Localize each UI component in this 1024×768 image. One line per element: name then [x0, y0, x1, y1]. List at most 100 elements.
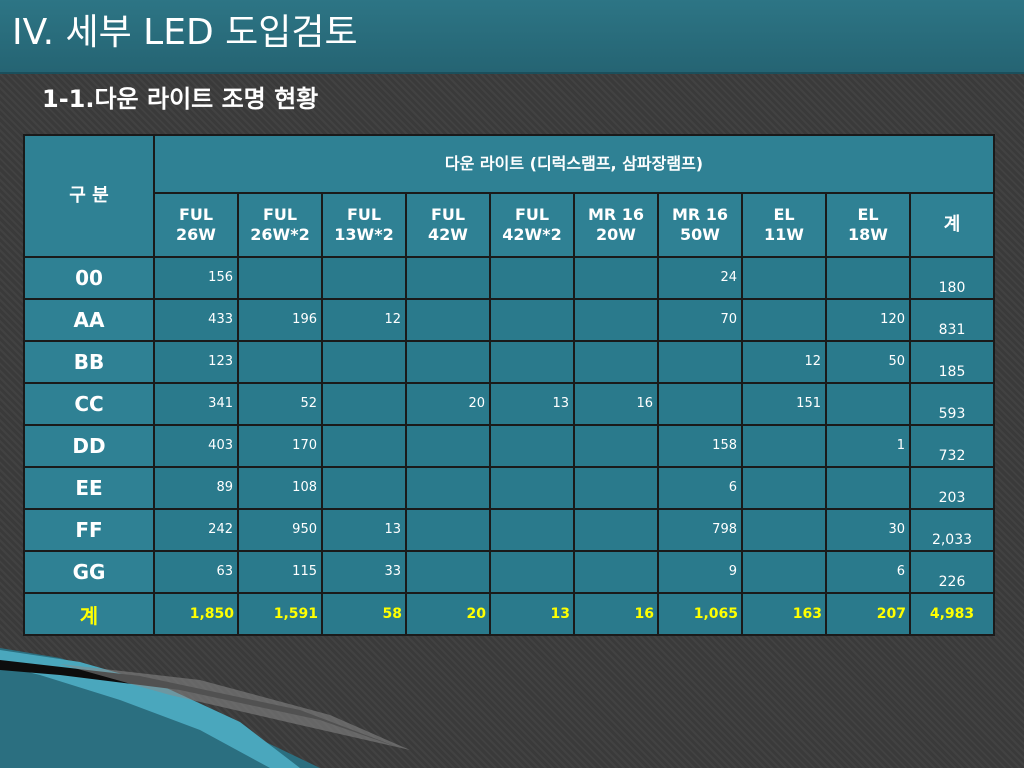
table-cell: [825, 382, 911, 426]
column-header: MR 16 50W: [657, 192, 743, 258]
column-header: FUL 26W*2: [237, 192, 323, 258]
table-cell: [741, 508, 827, 552]
table-cell: [741, 466, 827, 510]
table-cell: [489, 550, 575, 594]
table-cell: 89: [153, 466, 239, 510]
section-subtitle: 1-1.다운 라이트 조명 현황: [42, 85, 319, 113]
table-cell: [489, 466, 575, 510]
table-row: 00 156 24 180: [23, 256, 995, 300]
column-header: FUL 26W: [153, 192, 239, 258]
table-cell: 63: [153, 550, 239, 594]
table-cell: [573, 508, 659, 552]
table-cell: [489, 298, 575, 342]
table-cell: 33: [321, 550, 407, 594]
table-cell: 20: [405, 382, 491, 426]
row-label: GG: [23, 550, 155, 594]
row-label: 00: [23, 256, 155, 300]
table-cell: [489, 256, 575, 300]
column-header: MR 16 20W: [573, 192, 659, 258]
table-row: CC 341 52 20 13 16 151 593: [23, 382, 995, 426]
group-header: 다운 라이트 (디럭스램프, 삼파장램프): [153, 134, 995, 194]
table-row: GG 63 115 33 9 6 226: [23, 550, 995, 594]
slide-title: IV. 세부 LED 도입검토: [12, 12, 358, 53]
table-cell: [489, 508, 575, 552]
table-cell: 24: [657, 256, 743, 300]
table-cell: 341: [153, 382, 239, 426]
table-cell: 108: [237, 466, 323, 510]
table-cell: 9: [657, 550, 743, 594]
row-label: FF: [23, 508, 155, 552]
table-cell: 1: [825, 424, 911, 468]
row-label: AA: [23, 298, 155, 342]
table-cell: 115: [237, 550, 323, 594]
table-cell: 798: [657, 508, 743, 552]
table-cell: 403: [153, 424, 239, 468]
row-total: 593: [909, 382, 995, 426]
title-bar: IV. 세부 LED 도입검토: [0, 0, 1024, 74]
table-cell: 12: [321, 298, 407, 342]
table-cell: [321, 256, 407, 300]
table-cell: [321, 424, 407, 468]
sum-cell: 20: [405, 592, 491, 636]
table-cell: [573, 340, 659, 384]
table-cell: [657, 382, 743, 426]
table-cell: [825, 256, 911, 300]
column-header: FUL 13W*2: [321, 192, 407, 258]
row-label: BB: [23, 340, 155, 384]
table-cell: [321, 466, 407, 510]
table-cell: [405, 424, 491, 468]
table-cell: 156: [153, 256, 239, 300]
table-cell: [741, 550, 827, 594]
table-row: EE 89 108 6 203: [23, 466, 995, 510]
table-cell: 151: [741, 382, 827, 426]
table-cell: 433: [153, 298, 239, 342]
sum-cell: 1,065: [657, 592, 743, 636]
table-cell: 242: [153, 508, 239, 552]
table-cell: 6: [825, 550, 911, 594]
table-cell: [573, 466, 659, 510]
table-cell: [405, 298, 491, 342]
table-cell: [405, 550, 491, 594]
column-header: EL 18W: [825, 192, 911, 258]
table-cell: [237, 256, 323, 300]
sum-cell: 1,591: [237, 592, 323, 636]
column-header: FUL 42W: [405, 192, 491, 258]
table-cell: 196: [237, 298, 323, 342]
table-cell: 13: [489, 382, 575, 426]
row-label: EE: [23, 466, 155, 510]
table-cell: 158: [657, 424, 743, 468]
row-total: 831: [909, 298, 995, 342]
column-header: EL 11W: [741, 192, 827, 258]
total-column-header: 계: [909, 192, 995, 258]
table-cell: 13: [321, 508, 407, 552]
table-row: DD 403 170 158 1 732: [23, 424, 995, 468]
table-cell: 120: [825, 298, 911, 342]
table-cell: [489, 340, 575, 384]
table-cell: 12: [741, 340, 827, 384]
sum-cell: 163: [741, 592, 827, 636]
table-cell: 50: [825, 340, 911, 384]
table-cell: [405, 466, 491, 510]
corner-header: 구 분: [23, 134, 155, 258]
table-cell: [321, 340, 407, 384]
table-cell: [237, 340, 323, 384]
table-cell: [573, 550, 659, 594]
column-header: FUL 42W*2: [489, 192, 575, 258]
table-cell: 16: [573, 382, 659, 426]
table-row: FF 242 950 13 798 30 2,033: [23, 508, 995, 552]
table-cell: 30: [825, 508, 911, 552]
table-row: AA 433 196 12 70 120 831: [23, 298, 995, 342]
row-label: CC: [23, 382, 155, 426]
sum-row-label: 계: [23, 592, 155, 636]
sum-cell: 207: [825, 592, 911, 636]
table-cell: [321, 382, 407, 426]
row-total: 226: [909, 550, 995, 594]
table-cell: [657, 340, 743, 384]
table-cell: [573, 424, 659, 468]
table-cell: 950: [237, 508, 323, 552]
row-total: 203: [909, 466, 995, 510]
table-cell: [489, 424, 575, 468]
decorative-swoosh: [0, 648, 410, 768]
row-label: DD: [23, 424, 155, 468]
table-cell: [405, 508, 491, 552]
